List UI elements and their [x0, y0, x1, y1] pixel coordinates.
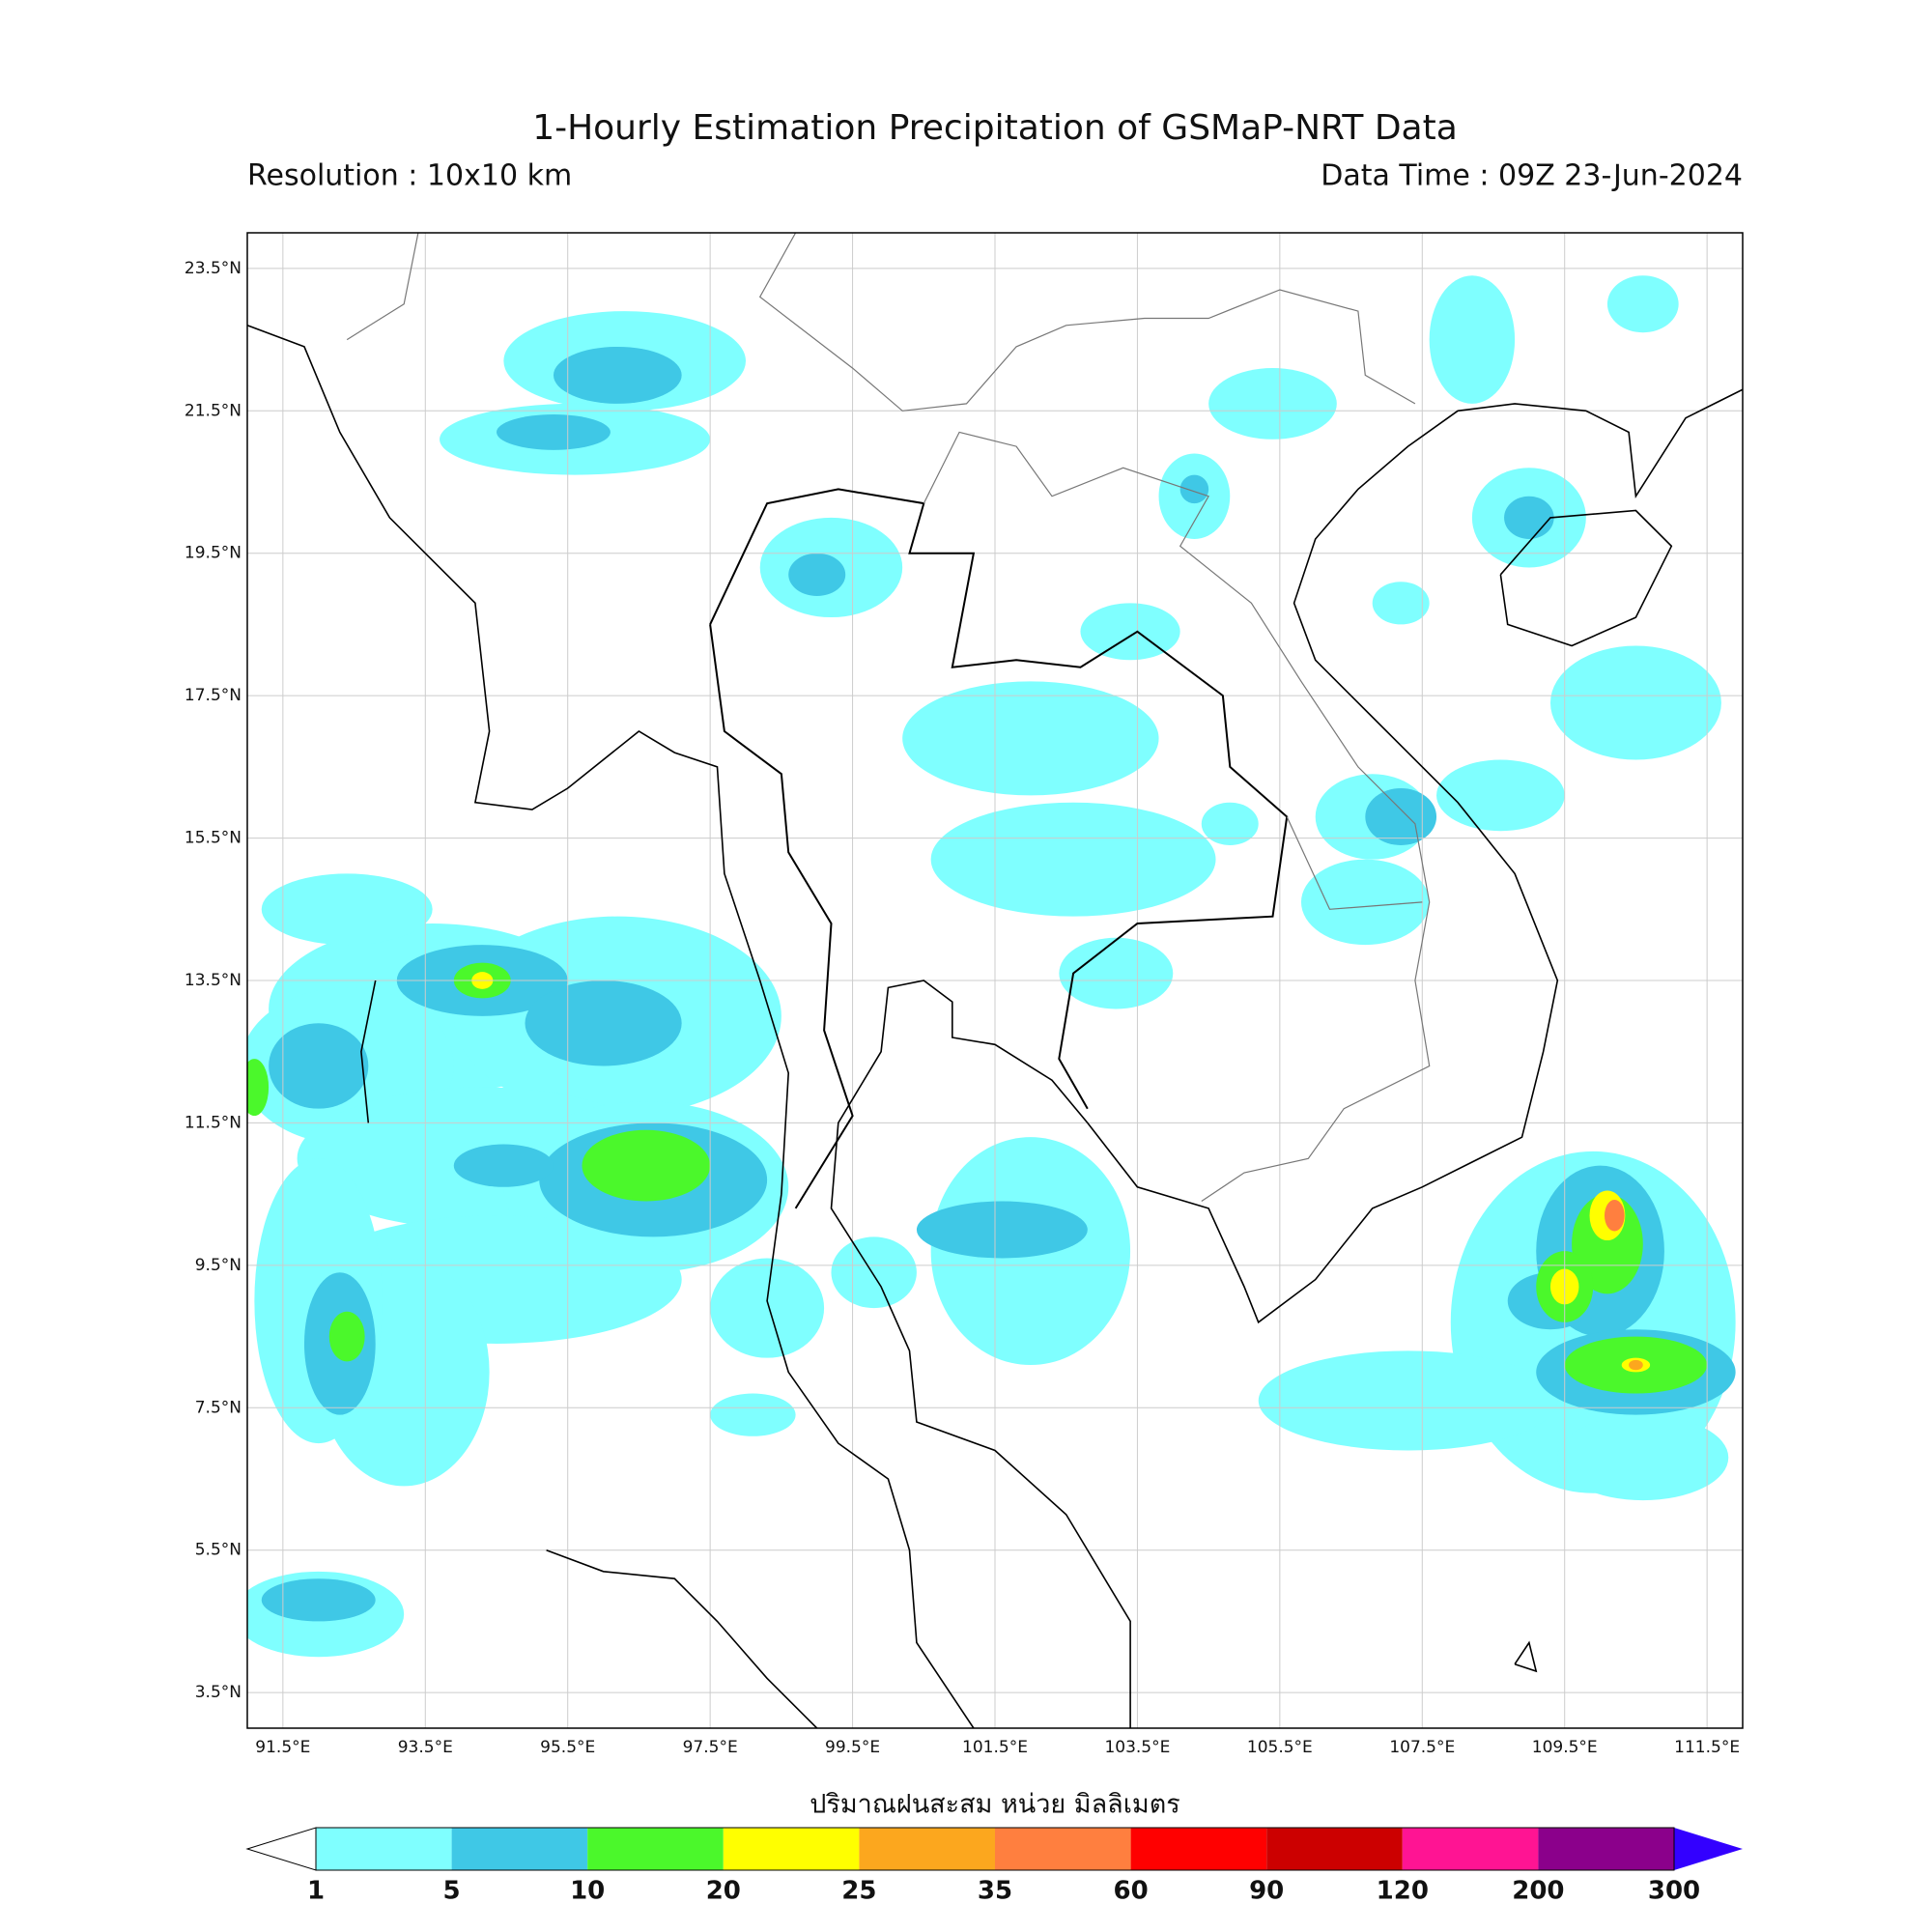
- colorbar-label: 5: [443, 1877, 461, 1906]
- rain-area: [261, 873, 433, 946]
- rain-area: [1372, 582, 1430, 625]
- resolution: Resolution : 10x10 km: [247, 159, 572, 193]
- rain-area: [1365, 787, 1437, 845]
- rain-area: [1201, 802, 1259, 845]
- rain-area: [525, 980, 682, 1066]
- lat-tick-label: 17.5°N: [185, 686, 242, 705]
- colorbar-over: [1674, 1828, 1743, 1870]
- thailand-border: [709, 488, 1289, 1110]
- rain-area: [553, 346, 682, 404]
- rain-area: [902, 681, 1159, 796]
- colorbar-label: 120: [1377, 1877, 1429, 1906]
- colorbar-segment: [587, 1828, 724, 1870]
- colorbar-label: 200: [1512, 1877, 1564, 1906]
- rain-area: [1549, 645, 1721, 760]
- map-frame: [246, 232, 1744, 1729]
- colorbar-title: ปริมาณฝนสะสม หน่วย มิลลิเมตร: [810, 1790, 1180, 1820]
- rain-area: [328, 1311, 365, 1362]
- coastline: [1499, 509, 1673, 647]
- country-border: [923, 431, 1431, 1202]
- colorbar-label: 25: [841, 1877, 876, 1906]
- colorbar-segment: [316, 1828, 452, 1870]
- rain-area: [930, 802, 1216, 917]
- lon-tick-label: 105.5°E: [1247, 1738, 1313, 1757]
- thailand-border: [709, 624, 854, 1209]
- rain-area: [1179, 474, 1209, 504]
- rain-area: [1436, 759, 1565, 832]
- rain-area: [710, 1393, 796, 1436]
- rain-area: [1629, 1359, 1643, 1371]
- title: 1-Hourly Estimation Precipitation of GSM…: [532, 108, 1458, 148]
- lon-tick-label: 107.5°E: [1389, 1738, 1455, 1757]
- lon-tick-label: 93.5°E: [398, 1738, 453, 1757]
- lat-tick-label: 7.5°N: [195, 1398, 242, 1417]
- lon-tick-label: 91.5°E: [255, 1738, 310, 1757]
- data-time: Data Time : 09Z 23-Jun-2024: [1321, 159, 1743, 193]
- colorbar-label: 60: [1114, 1877, 1149, 1906]
- rain-area: [453, 1144, 554, 1187]
- rain-area: [1258, 1350, 1558, 1451]
- lat-tick-label: 9.5°N: [195, 1256, 242, 1275]
- colorbar-label: 35: [978, 1877, 1012, 1906]
- coastline: [830, 388, 1743, 1728]
- lon-tick-label: 103.5°E: [1104, 1738, 1170, 1757]
- colorbar-segment: [723, 1828, 860, 1870]
- lat-tick-label: 5.5°N: [195, 1541, 242, 1560]
- rain-area: [1572, 1194, 1643, 1294]
- rain-area: [788, 553, 846, 596]
- rain-area: [1504, 496, 1554, 539]
- colorbar-segment: [995, 1828, 1131, 1870]
- coastline: [546, 1548, 818, 1728]
- lat-tick-label: 3.5°N: [195, 1683, 242, 1702]
- lon-tick-label: 111.5°E: [1674, 1738, 1740, 1757]
- rain-area: [1557, 1414, 1729, 1501]
- coastline: [1514, 1640, 1538, 1673]
- colorbar-label: 20: [706, 1877, 741, 1906]
- country-border: [346, 233, 419, 341]
- colorbar-frame: [315, 1827, 1675, 1871]
- lat-tick-label: 19.5°N: [185, 544, 242, 563]
- lon-tick-label: 109.5°E: [1532, 1738, 1598, 1757]
- rain-area: [247, 1059, 270, 1117]
- lon-tick-label: 95.5°E: [540, 1738, 595, 1757]
- lat-tick-label: 11.5°N: [185, 1113, 242, 1132]
- rain-area: [261, 1578, 376, 1622]
- coastline: [247, 325, 975, 1728]
- rain-area: [497, 413, 611, 450]
- lat-tick-label: 15.5°N: [185, 829, 242, 848]
- rain-area: [916, 1201, 1088, 1259]
- rain-area: [1059, 937, 1174, 1009]
- rain-area: [1606, 275, 1679, 333]
- colorbar-label: 1: [307, 1877, 325, 1906]
- rain-area: [1208, 368, 1337, 440]
- rain-area: [1604, 1200, 1625, 1232]
- lat-tick-label: 21.5°N: [185, 401, 242, 420]
- colorbar-segment: [859, 1828, 995, 1870]
- country-border: [1286, 816, 1423, 910]
- lat-tick-label: 23.5°N: [185, 259, 242, 278]
- map: [247, 233, 1743, 1728]
- colorbar-segment: [1266, 1828, 1403, 1870]
- lat-tick-label: 13.5°N: [185, 971, 242, 990]
- colorbar-segment: [451, 1828, 588, 1870]
- lon-tick-label: 101.5°E: [962, 1738, 1028, 1757]
- coastline: [360, 980, 377, 1123]
- colorbar-segment: [1402, 1828, 1539, 1870]
- colorbar-label: 300: [1648, 1877, 1700, 1906]
- rain-area: [1300, 859, 1430, 946]
- rain-area: [831, 1236, 917, 1309]
- lon-tick-label: 99.5°E: [825, 1738, 880, 1757]
- colorbar-segment: [1538, 1828, 1674, 1870]
- colorbar-segment: [1130, 1828, 1267, 1870]
- lon-tick-label: 97.5°E: [683, 1738, 738, 1757]
- rain-area: [1429, 275, 1516, 404]
- country-border: [758, 233, 1416, 412]
- rain-area: [582, 1129, 711, 1202]
- rain-area: [710, 1258, 825, 1358]
- rain-area: [269, 1023, 369, 1109]
- colorbar-label: 90: [1249, 1877, 1284, 1906]
- colorbar-label: 10: [570, 1877, 605, 1906]
